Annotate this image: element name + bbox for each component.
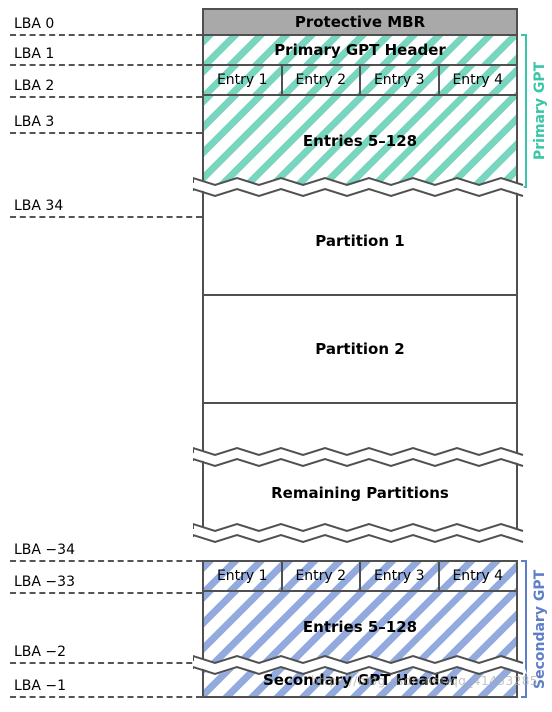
lba-label-5: LBA −34 bbox=[14, 542, 75, 558]
lba-dash-6 bbox=[10, 592, 202, 594]
block-entries_5p: Entries 5–128 bbox=[202, 94, 518, 188]
lba-dash-5 bbox=[10, 560, 202, 562]
entry-cell-primary-4: Entry 4 bbox=[438, 64, 519, 96]
block-label-pgpt_hdr: Primary GPT Header bbox=[274, 41, 446, 59]
entry-cell-secondary-1: Entry 1 bbox=[202, 560, 283, 592]
entry-row-secondary: Entry 1Entry 2Entry 3Entry 4 bbox=[202, 560, 518, 592]
block-remaining: Remaining Partitions bbox=[202, 454, 518, 532]
lba-label-1: LBA 1 bbox=[14, 46, 54, 62]
entry-cell-secondary-3: Entry 3 bbox=[359, 560, 440, 592]
block-label-remaining: Remaining Partitions bbox=[271, 484, 449, 502]
lba-dash-1 bbox=[10, 64, 202, 66]
block-label-part1: Partition 1 bbox=[315, 232, 404, 250]
block-part2: Partition 2 bbox=[202, 294, 518, 404]
lba-label-8: LBA −1 bbox=[14, 678, 66, 694]
entry-row-primary: Entry 1Entry 2Entry 3Entry 4 bbox=[202, 64, 518, 96]
entry-cell-secondary-4: Entry 4 bbox=[438, 560, 519, 592]
lba-label-3: LBA 3 bbox=[14, 114, 54, 130]
side-bracket-primary bbox=[521, 34, 527, 188]
lba-dash-8 bbox=[10, 696, 202, 698]
lba-label-0: LBA 0 bbox=[14, 16, 54, 32]
lba-dash-2 bbox=[10, 96, 202, 98]
block-mbr: Protective MBR bbox=[202, 8, 518, 36]
entry-cell-primary-1: Entry 1 bbox=[202, 64, 283, 96]
block-part_gap bbox=[202, 402, 518, 456]
lba-dash-7 bbox=[10, 662, 202, 664]
entry-cell-primary-3: Entry 3 bbox=[359, 64, 440, 96]
lba-label-6: LBA −33 bbox=[14, 574, 75, 590]
block-part1: Partition 1 bbox=[202, 186, 518, 296]
lba-dash-4 bbox=[10, 216, 202, 218]
watermark: https://blog.csdn.net/qq_41453285 bbox=[311, 674, 538, 688]
lba-label-7: LBA −2 bbox=[14, 644, 66, 660]
side-label-primary: Primary GPT bbox=[532, 34, 548, 188]
block-label-entries_5p: Entries 5–128 bbox=[303, 132, 417, 150]
block-label-mbr: Protective MBR bbox=[295, 13, 425, 31]
lba-label-2: LBA 2 bbox=[14, 78, 54, 94]
block-entries_5s: Entries 5–128 bbox=[202, 590, 518, 664]
block-pgpt_hdr: Primary GPT Header bbox=[202, 34, 518, 66]
block-label-entries_5s: Entries 5–128 bbox=[303, 618, 417, 636]
entry-cell-secondary-2: Entry 2 bbox=[281, 560, 362, 592]
lba-dash-3 bbox=[10, 132, 202, 134]
entry-cell-primary-2: Entry 2 bbox=[281, 64, 362, 96]
lba-dash-0 bbox=[10, 34, 202, 36]
block-label-part2: Partition 2 bbox=[315, 340, 404, 358]
lba-label-4: LBA 34 bbox=[14, 198, 63, 214]
